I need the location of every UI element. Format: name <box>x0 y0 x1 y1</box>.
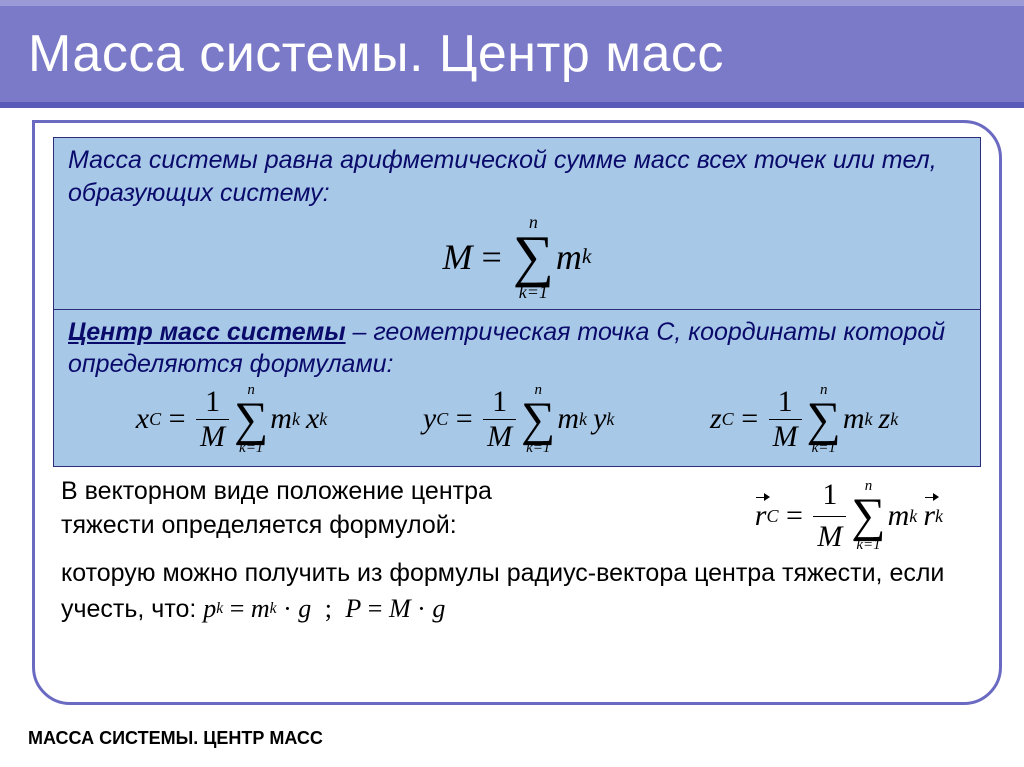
formula-zc: zC = 1M n∑k=1 mk zk <box>710 383 898 456</box>
derivation-text: которую можно получить из формулы радиус… <box>61 559 944 623</box>
formula-rc: rC = 1M n∑k=1 mk rk <box>755 475 973 557</box>
footer-caption: МАССА СИСТЕМЫ. ЦЕНТР МАСС <box>28 728 323 749</box>
coord-formulas: xC = 1M n∑k=1 mk xk yC = 1M n∑k=1 mk yk … <box>68 381 966 460</box>
vector-form-block: В векторном виде положение центра тяжест… <box>53 473 981 627</box>
stripe-top <box>0 0 1024 6</box>
title-band: Масса системы. Центр масс <box>0 0 1024 108</box>
definition-box: Масса системы равна арифметической сумме… <box>53 137 981 467</box>
formula-P: P = M · g <box>345 591 445 626</box>
content-panel: Масса системы равна арифметической сумме… <box>32 120 1002 705</box>
mass-definition-text: Масса системы равна арифметической сумме… <box>68 144 966 209</box>
formula-xc: xC = 1M n∑k=1 mk xk <box>136 383 328 456</box>
mass-definition-cell: Масса системы равна арифметической сумме… <box>54 138 980 310</box>
formula-pk: pk = mk · g <box>203 591 311 626</box>
vector-line1b: тяжести определяется формулой: <box>61 511 457 539</box>
mass-formula: M = n ∑ k=1 mk <box>68 209 966 303</box>
formula-yc: yC = 1M n∑k=1 mk yk <box>423 383 615 456</box>
stripe-bot <box>0 102 1024 108</box>
center-of-mass-cell: Центр масс системы – геометрическая точк… <box>54 310 980 466</box>
page-title: Масса системы. Центр масс <box>28 24 724 84</box>
vector-line1a: В векторном виде положение центра <box>61 477 492 505</box>
center-of-mass-text: Центр масс системы – геометрическая точк… <box>68 316 966 381</box>
com-term: Центр масс системы <box>68 318 346 346</box>
semicolon: ; <box>318 591 338 626</box>
